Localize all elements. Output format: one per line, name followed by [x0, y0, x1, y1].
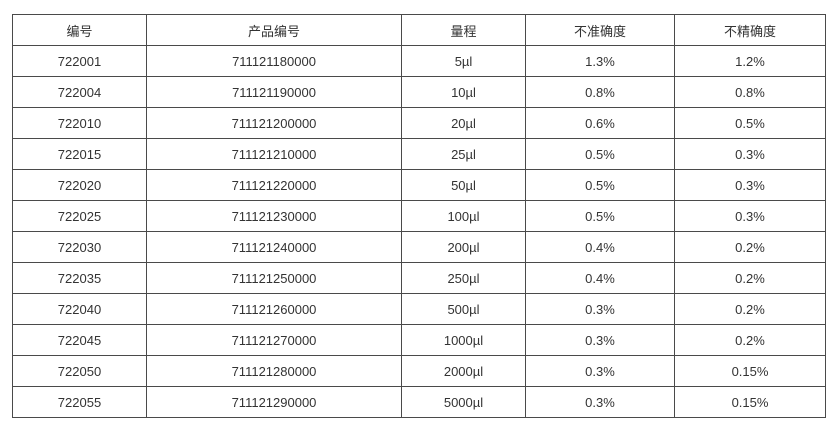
- table-body: 722001 711121180000 5µl 1.3% 1.2% 722004 71112…: [12, 45, 826, 418]
- cell-inaccuracy: 0.5%: [525, 138, 675, 170]
- cell-range: 500µl: [401, 293, 526, 325]
- column-header-inaccuracy: 不准确度: [525, 14, 675, 46]
- cell-range: 50µl: [401, 169, 526, 201]
- cell-id: 722001: [12, 45, 147, 77]
- cell-inaccuracy: 0.4%: [525, 262, 675, 294]
- header-row: 编号 产品编号 量程 不准确度 不精确度: [12, 14, 826, 46]
- cell-range: 100µl: [401, 200, 526, 232]
- cell-product-code: 711121250000: [146, 262, 402, 294]
- cell-imprecision: 0.3%: [674, 169, 826, 201]
- cell-imprecision: 0.15%: [674, 386, 826, 418]
- cell-id: 722045: [12, 324, 147, 356]
- cell-imprecision: 0.2%: [674, 262, 826, 294]
- column-header-range: 量程: [401, 14, 526, 46]
- cell-inaccuracy: 0.5%: [525, 169, 675, 201]
- cell-product-code: 711121260000: [146, 293, 402, 325]
- page: 编号 产品编号 量程 不准确度 不精确度 722001 711121180000 5…: [12, 14, 826, 418]
- table-row: 722035 711121250000 250µl 0.4% 0.2%: [12, 262, 826, 294]
- cell-product-code: 711121200000: [146, 107, 402, 139]
- cell-imprecision: 0.8%: [674, 76, 826, 108]
- cell-id: 722035: [12, 262, 147, 294]
- table-row: 722020 711121220000 50µl 0.5% 0.3%: [12, 169, 826, 201]
- table-row: 722055 711121290000 5000µl 0.3% 0.15%: [12, 386, 826, 418]
- cell-range: 20µl: [401, 107, 526, 139]
- column-header-product: 产品编号: [146, 14, 402, 46]
- cell-product-code: 711121270000: [146, 324, 402, 356]
- cell-id: 722020: [12, 169, 147, 201]
- table-row: 722010 711121200000 20µl 0.6% 0.5%: [12, 107, 826, 139]
- table-row: 722045 711121270000 1000µl 0.3% 0.2%: [12, 324, 826, 356]
- cell-id: 722055: [12, 386, 147, 418]
- cell-range: 5000µl: [401, 386, 526, 418]
- cell-product-code: 711121220000: [146, 169, 402, 201]
- cell-imprecision: 0.5%: [674, 107, 826, 139]
- table-row: 722050 711121280000 2000µl 0.3% 0.15%: [12, 355, 826, 387]
- cell-product-code: 711121210000: [146, 138, 402, 170]
- table-row: 722001 711121180000 5µl 1.3% 1.2%: [12, 45, 826, 77]
- cell-range: 2000µl: [401, 355, 526, 387]
- cell-id: 722004: [12, 76, 147, 108]
- cell-imprecision: 0.2%: [674, 293, 826, 325]
- cell-inaccuracy: 0.5%: [525, 200, 675, 232]
- cell-id: 722050: [12, 355, 147, 387]
- table-row: 722040 711121260000 500µl 0.3% 0.2%: [12, 293, 826, 325]
- cell-inaccuracy: 0.4%: [525, 231, 675, 263]
- cell-range: 200µl: [401, 231, 526, 263]
- cell-id: 722030: [12, 231, 147, 263]
- table-row: 722030 711121240000 200µl 0.4% 0.2%: [12, 231, 826, 263]
- cell-id: 722010: [12, 107, 147, 139]
- cell-inaccuracy: 0.3%: [525, 324, 675, 356]
- cell-range: 5µl: [401, 45, 526, 77]
- cell-inaccuracy: 1.3%: [525, 45, 675, 77]
- cell-range: 10µl: [401, 76, 526, 108]
- cell-id: 722025: [12, 200, 147, 232]
- cell-inaccuracy: 0.3%: [525, 386, 675, 418]
- cell-inaccuracy: 0.3%: [525, 293, 675, 325]
- cell-range: 1000µl: [401, 324, 526, 356]
- cell-product-code: 711121290000: [146, 386, 402, 418]
- table-row: 722025 711121230000 100µl 0.5% 0.3%: [12, 200, 826, 232]
- table-row: 722015 711121210000 25µl 0.5% 0.3%: [12, 138, 826, 170]
- column-header-id: 编号: [12, 14, 147, 46]
- cell-imprecision: 1.2%: [674, 45, 826, 77]
- product-spec-table: 编号 产品编号 量程 不准确度 不精确度 722001 711121180000 5…: [12, 14, 826, 418]
- table-row: 722004 711121190000 10µl 0.8% 0.8%: [12, 76, 826, 108]
- cell-product-code: 711121280000: [146, 355, 402, 387]
- cell-range: 25µl: [401, 138, 526, 170]
- cell-imprecision: 0.15%: [674, 355, 826, 387]
- cell-inaccuracy: 0.3%: [525, 355, 675, 387]
- column-header-imprecision: 不精确度: [674, 14, 826, 46]
- cell-imprecision: 0.3%: [674, 200, 826, 232]
- cell-product-code: 711121180000: [146, 45, 402, 77]
- cell-product-code: 711121230000: [146, 200, 402, 232]
- cell-id: 722015: [12, 138, 147, 170]
- cell-inaccuracy: 0.6%: [525, 107, 675, 139]
- cell-range: 250µl: [401, 262, 526, 294]
- cell-imprecision: 0.3%: [674, 138, 826, 170]
- cell-product-code: 711121190000: [146, 76, 402, 108]
- cell-product-code: 711121240000: [146, 231, 402, 263]
- cell-inaccuracy: 0.8%: [525, 76, 675, 108]
- cell-imprecision: 0.2%: [674, 324, 826, 356]
- cell-id: 722040: [12, 293, 147, 325]
- cell-imprecision: 0.2%: [674, 231, 826, 263]
